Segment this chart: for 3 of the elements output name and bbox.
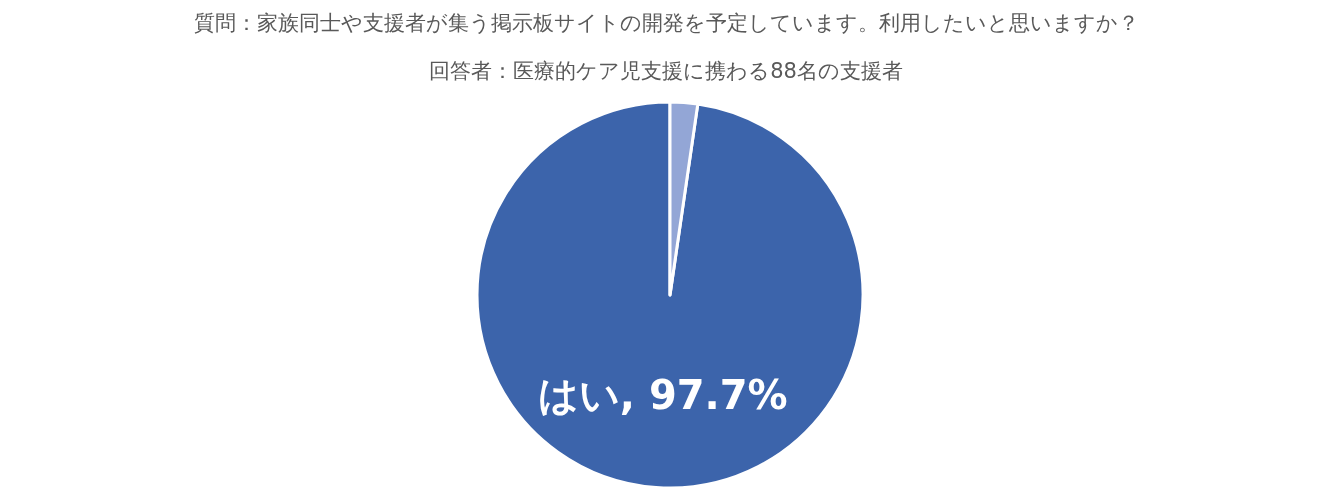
slice-label: はい, 97.7% xyxy=(537,372,788,419)
chart-title: 質問：家族同士や支援者が集う掲示板サイトの開発を予定しています。利用したいと思いますか？ xyxy=(193,11,1139,35)
chart-subtitle: 回答者：医療的ケア児支援に携わる88名の支援者 xyxy=(429,59,903,83)
